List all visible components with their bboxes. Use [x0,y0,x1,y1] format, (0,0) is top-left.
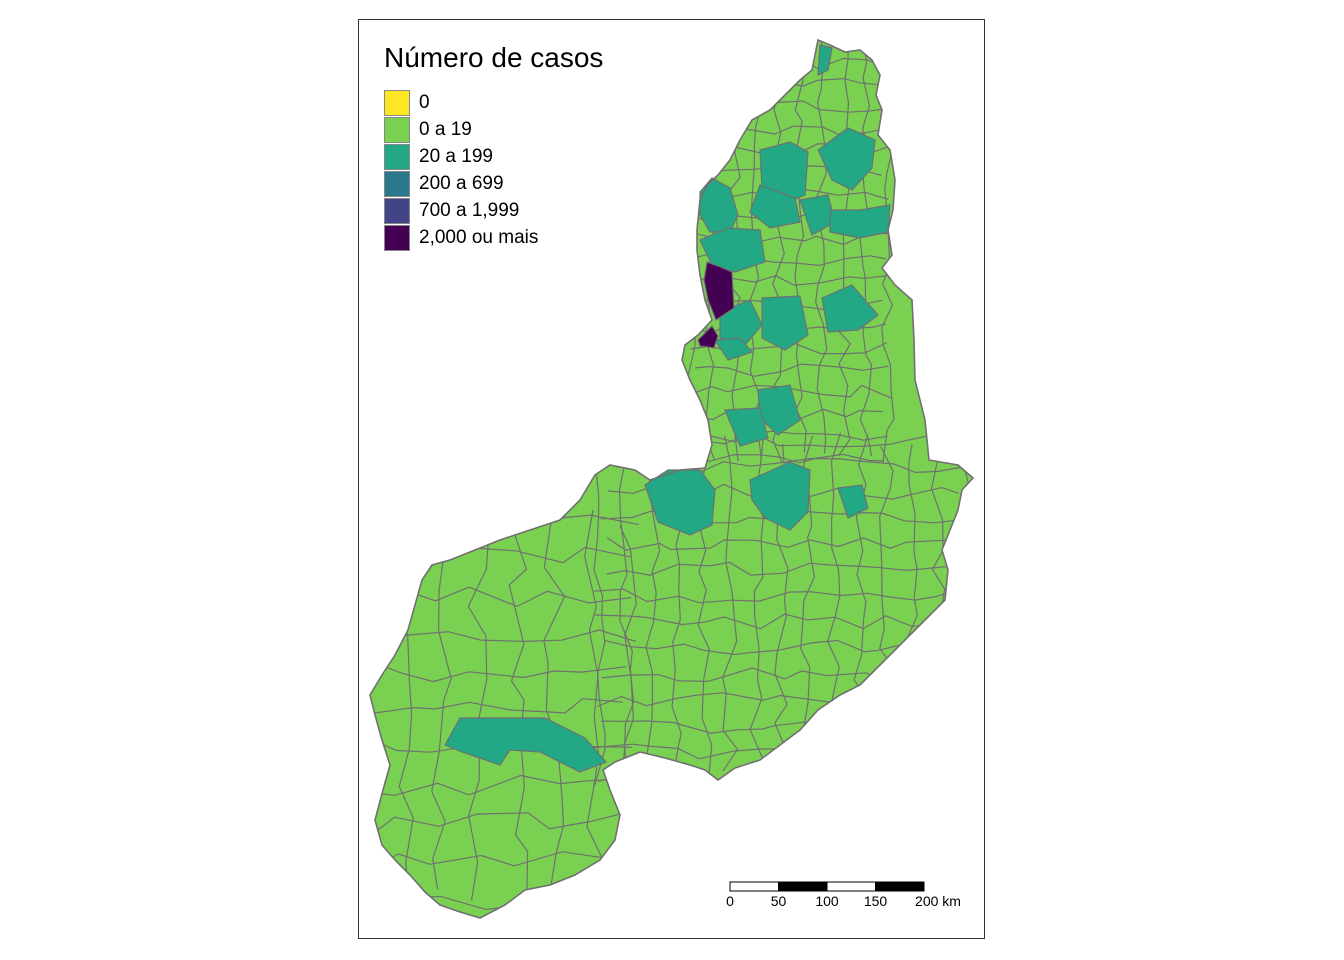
municipality-20-199[interactable] [749,461,811,531]
municipality-20-199[interactable] [817,44,833,77]
legend-swatch [384,224,410,251]
scale-bar-label: 100 [815,893,839,909]
legend-item: 2,000 ou mais [384,224,538,251]
legend-swatch [384,143,410,170]
municipality-20-199[interactable] [724,407,769,447]
municipality-20-199[interactable] [644,469,716,536]
legend-swatch [384,89,410,116]
scale-bar-label: 200 km [915,893,961,909]
municipality-20-199[interactable] [761,295,809,351]
legend-item: 0 a 19 [384,116,472,143]
scale-bar-label: 0 [726,893,734,909]
municipality-2000-plus[interactable] [703,261,735,321]
scale-bar-segment [875,881,925,892]
state-outline [369,38,975,919]
legend-label: 700 a 1,999 [419,199,520,221]
legend-title: Número de casos [384,42,604,73]
municipality-20-199[interactable] [713,337,754,361]
legend-swatch [384,170,410,197]
legend-label: 0 [419,91,430,113]
legend-item: 200 a 699 [384,170,504,197]
municipality-2000-plus[interactable] [697,325,719,349]
legend-label: 0 a 19 [419,118,472,140]
municipality-20-199[interactable] [837,484,869,519]
scale-bar-segment [778,881,828,892]
legend-swatch [384,116,410,143]
legend-label: 20 a 199 [419,145,493,167]
scale-bar-segment [826,881,876,892]
scale-bar-label: 150 [863,893,888,909]
legend-item: 20 a 199 [384,143,493,170]
municipality-20-199[interactable] [444,717,608,773]
legend-item: 700 a 1,999 [384,197,519,224]
legend-label: 2,000 ou mais [419,226,539,248]
municipality-20-199[interactable] [821,284,879,333]
municipality-20-199[interactable] [817,127,876,191]
legend-item: 0 [384,89,430,116]
legend-swatch [384,197,410,224]
scale-bar-segment [729,881,779,892]
municipality-20-199[interactable] [829,204,891,239]
municipality-20-199[interactable] [749,184,801,229]
legend-label: 200 a 699 [419,172,504,194]
municipality-20-199[interactable] [699,177,739,233]
municipality-20-199[interactable] [719,299,763,346]
scale-bar-label: 50 [770,893,787,909]
